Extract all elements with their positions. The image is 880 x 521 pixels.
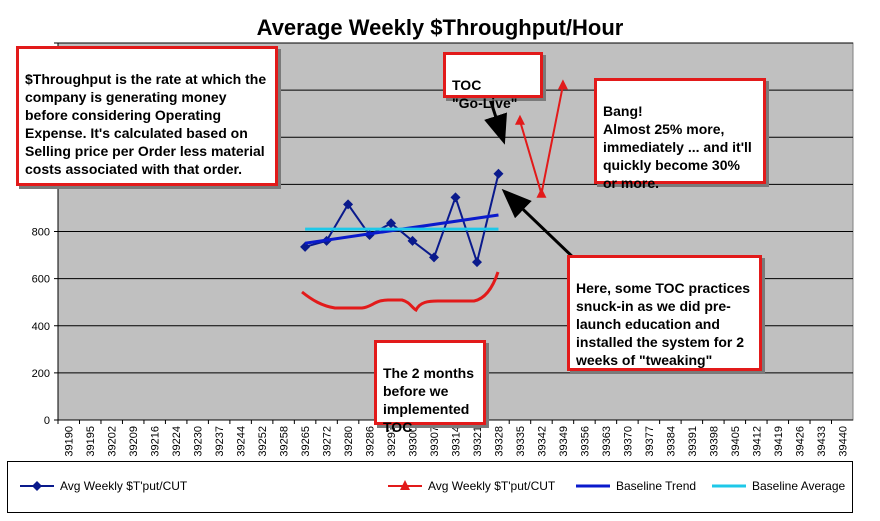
months-callout: The 2 months before we implemented TOC [374,340,486,435]
y-tick-label: 0 [44,415,50,427]
data-point-diamond [450,192,461,203]
bang-text: Bang! Almost 25% more, immediately ... a… [603,103,752,191]
months-text: The 2 months before we implemented TOC [383,365,475,435]
legend-label-baseline-trend: Baseline Trend [616,479,697,493]
x-tick-label: 39342 [536,426,548,457]
golive-callout: TOC "Go-Live" [443,52,543,111]
x-tick-label: 39224 [171,426,183,457]
x-tick-label: 39258 [279,426,291,457]
golive-text: TOC "Go-Live" [452,77,518,111]
x-tick-label: 39370 [622,426,634,457]
data-point-diamond [343,199,354,210]
x-tick-label: 39405 [730,426,742,457]
x-tick-label: 39209 [128,426,140,457]
x-tick-label: 39307 [429,426,441,457]
x-tick-label: 39202 [107,426,119,457]
x-tick-label: 39300 [408,426,420,457]
legend-label-series-1: Avg Weekly $T'put/CUT [60,479,188,493]
x-tick-label: 39391 [687,426,699,457]
x-tick-label: 39272 [322,426,334,457]
x-tick-label: 39398 [708,426,720,457]
y-tick-label: 200 [32,368,50,380]
x-tick-label: 39384 [665,426,677,457]
chart-title: Average Weekly $Throughput/Hour [257,15,624,40]
x-tick-label: 39440 [837,426,849,457]
x-tick-label: 39419 [773,426,785,457]
x-tick-label: 39433 [816,426,828,457]
here-text: Here, some TOC practices snuck-in as we … [576,280,751,368]
x-tick-label: 39363 [601,426,613,457]
x-tick-label: 39252 [257,426,269,457]
bang-callout: Bang! Almost 25% more, immediately ... a… [594,78,766,191]
legend-triangle-marker-icon [388,480,422,490]
data-point-triangle [557,79,568,90]
golive-arrow [484,98,507,145]
legend-line-icon [576,484,610,488]
legend-line-icon [712,484,746,488]
legend-item-series-2: Avg Weekly $T'put/CUT [388,479,555,493]
definition-text: $Throughput is the rate at which the com… [25,71,267,177]
legend-diamond-marker-icon [20,481,54,491]
x-tick-label: 39280 [343,426,355,457]
bracket-annotation [301,271,500,313]
x-tick-label: 39335 [515,426,527,457]
x-tick-label: 39244 [236,426,248,457]
legend-item-series-1: Avg Weekly $T'put/CUT [20,479,187,493]
x-tick-label: 39195 [85,426,97,457]
pre-launch-arrow [501,188,580,264]
here-callout: Here, some TOC practices snuck-in as we … [567,255,762,371]
data-point-diamond [429,252,440,263]
x-tick-label: 39412 [751,426,763,457]
x-tick-label: 39230 [193,426,205,457]
x-tick-label: 39293 [386,426,398,457]
x-tick-label: 39349 [558,426,570,457]
legend-item-baseline-trend: Baseline Trend [576,479,696,493]
x-tick-label: 39356 [579,426,591,457]
y-tick-label: 400 [32,321,50,333]
x-tick-label: 39314 [451,426,463,457]
data-point-diamond [386,218,397,229]
data-point-triangle [514,114,525,125]
data-point-diamond [493,168,504,179]
x-tick-label: 39321 [472,426,484,457]
x-tick-label: 39190 [64,426,76,457]
x-tick-label: 39286 [365,426,377,457]
x-tick-label: 39426 [794,426,806,457]
x-tick-label: 39237 [214,426,226,457]
y-tick-label: 800 [32,227,50,239]
x-tick-label: 39377 [644,426,656,457]
legend-label-series-2: Avg Weekly $T'put/CUT [428,479,556,493]
legend-item-baseline-average: Baseline Average [712,479,845,493]
data-point-diamond [407,235,418,246]
data-point-triangle [536,187,547,198]
legend-label-baseline-average: Baseline Average [752,479,846,493]
x-tick-label: 39216 [150,426,162,457]
y-tick-label: 600 [32,274,50,286]
x-tick-label: 39328 [493,426,505,457]
data-point-diamond [471,257,482,268]
definition-callout: $Throughput is the rate at which the com… [16,46,278,186]
legend: Avg Weekly $T'put/CUT Avg Weekly $T'put/… [7,461,853,513]
x-tick-label: 39265 [300,426,312,457]
